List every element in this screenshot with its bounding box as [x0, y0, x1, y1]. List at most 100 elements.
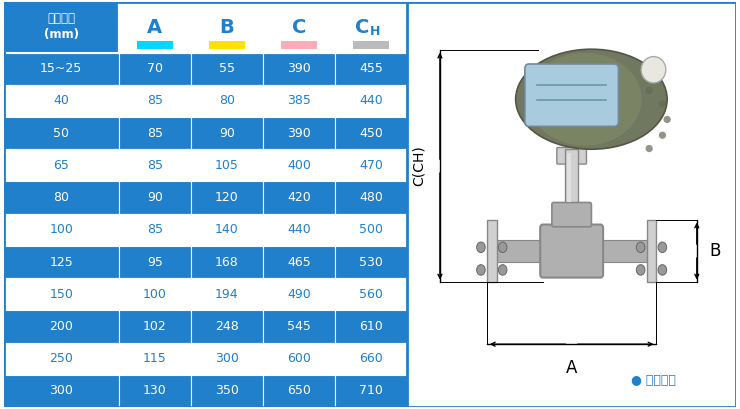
Circle shape [477, 265, 485, 275]
Bar [118, 375, 191, 407]
Text: 545: 545 [287, 320, 311, 333]
Text: 400: 400 [287, 159, 311, 172]
Bar [353, 41, 389, 49]
Bar [4, 375, 118, 407]
Text: 450: 450 [359, 127, 383, 140]
Text: 130: 130 [143, 384, 166, 398]
Bar [4, 117, 118, 149]
Text: 85: 85 [147, 94, 163, 108]
Text: 115: 115 [143, 352, 166, 365]
Bar [335, 246, 407, 278]
Text: 102: 102 [143, 320, 166, 333]
Bar [118, 214, 191, 246]
Text: 440: 440 [287, 223, 311, 236]
Bar [281, 41, 317, 49]
Bar [335, 343, 407, 375]
Bar [497, 240, 543, 262]
Bar [263, 310, 335, 343]
Bar [191, 149, 263, 182]
Bar [4, 53, 118, 85]
Circle shape [636, 242, 645, 252]
Bar [191, 53, 263, 85]
Ellipse shape [516, 49, 667, 149]
Text: 390: 390 [287, 62, 311, 75]
Text: 440: 440 [359, 94, 383, 108]
Bar [263, 278, 335, 310]
Bar [191, 117, 263, 149]
Bar [263, 117, 335, 149]
Text: 100: 100 [143, 288, 166, 301]
Text: 470: 470 [359, 159, 383, 172]
Text: 50: 50 [53, 127, 69, 140]
Text: 15~25: 15~25 [40, 62, 82, 75]
Text: 420: 420 [287, 191, 311, 204]
Text: 85: 85 [147, 223, 163, 236]
Bar [209, 41, 245, 49]
Text: ● 常规仪表: ● 常规仪表 [631, 374, 676, 387]
Text: 710: 710 [359, 384, 383, 398]
Text: C(CH): C(CH) [411, 146, 426, 187]
Text: B: B [709, 242, 721, 260]
Bar [600, 240, 647, 262]
Bar [335, 117, 407, 149]
Bar [4, 246, 118, 278]
Text: C: C [292, 18, 306, 37]
Bar [263, 343, 335, 375]
Text: 350: 350 [215, 384, 239, 398]
Text: 390: 390 [287, 127, 311, 140]
FancyBboxPatch shape [556, 148, 587, 164]
Circle shape [498, 265, 507, 275]
FancyBboxPatch shape [552, 202, 591, 227]
Ellipse shape [664, 116, 670, 123]
Text: 300: 300 [50, 384, 73, 398]
Bar [335, 375, 407, 407]
Bar [4, 343, 118, 375]
Bar [263, 246, 335, 278]
Bar [565, 149, 578, 207]
Bar [335, 278, 407, 310]
Text: 610: 610 [359, 320, 383, 333]
Bar [647, 220, 656, 283]
Text: 530: 530 [359, 256, 383, 269]
Bar [263, 375, 335, 407]
Text: 95: 95 [147, 256, 163, 269]
Bar [335, 53, 407, 85]
Text: 140: 140 [215, 223, 239, 236]
Ellipse shape [659, 132, 666, 139]
Bar [263, 149, 335, 182]
Bar [118, 278, 191, 310]
Text: 125: 125 [50, 256, 73, 269]
Text: H: H [370, 25, 380, 38]
Bar [118, 2, 191, 53]
Text: 120: 120 [215, 191, 239, 204]
Bar [191, 278, 263, 310]
Text: 385: 385 [287, 94, 311, 108]
Circle shape [636, 265, 645, 275]
Bar [263, 182, 335, 213]
Text: A: A [147, 18, 162, 37]
Bar [487, 220, 497, 283]
Bar [191, 182, 263, 213]
Bar [191, 246, 263, 278]
Bar [4, 2, 118, 53]
Text: 500: 500 [359, 223, 383, 236]
Bar [335, 149, 407, 182]
Bar [191, 375, 263, 407]
Bar [335, 310, 407, 343]
Text: B: B [220, 18, 235, 37]
Text: 250: 250 [50, 352, 73, 365]
Text: 480: 480 [359, 191, 383, 204]
Bar [4, 85, 118, 117]
Bar [4, 214, 118, 246]
Ellipse shape [659, 100, 666, 107]
Text: 90: 90 [219, 127, 235, 140]
Bar [4, 182, 118, 213]
Bar [118, 149, 191, 182]
Bar [567, 153, 571, 202]
Text: 40: 40 [53, 94, 69, 108]
Text: 650: 650 [287, 384, 311, 398]
Bar [118, 182, 191, 213]
Circle shape [498, 242, 507, 252]
Circle shape [658, 265, 667, 275]
Bar [118, 343, 191, 375]
